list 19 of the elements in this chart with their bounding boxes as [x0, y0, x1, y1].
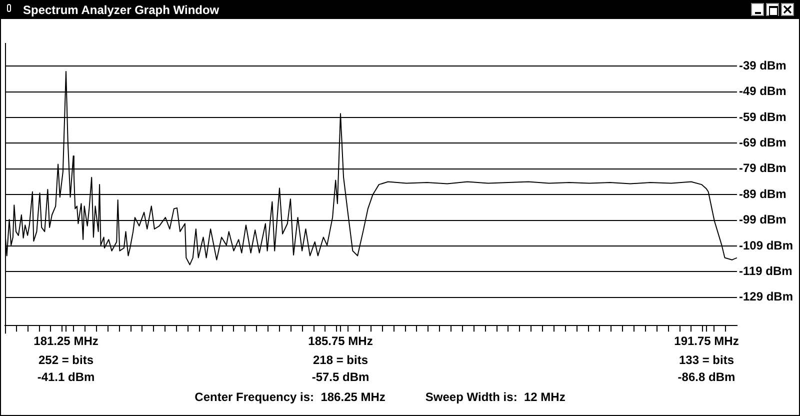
y-tick-label: -99 dBm [738, 212, 786, 227]
x-tick-label: 185.75 MHz [308, 334, 373, 348]
y-tick-label: -69 dBm [738, 136, 786, 150]
y-tick-label: -129 dBm [738, 290, 794, 304]
y-tick-label: -59 dBm [738, 110, 786, 124]
x-tick-label: 191.75 MHz [674, 334, 739, 348]
text: Sweep Width is: 12 MHz [425, 390, 566, 404]
chart-title: Spectrum Analyzer Graph Window [23, 2, 220, 19]
x-tick-label: 181.25 MHz [34, 334, 98, 348]
text: 252 = bits -41.1 dBm [37, 352, 95, 384]
y-tick-label: -89 dBm [738, 186, 786, 201]
y-tick-label: -119 dBm [738, 264, 792, 278]
text: 133 = bits -86.8 dBm [678, 352, 736, 384]
y-tick-label: -109 dBm [738, 238, 794, 252]
y-tick-label: -49 dBm [738, 84, 786, 98]
text: Center Frequency is: 186.25 MHz [194, 390, 386, 404]
text: 218 = bits -57.5 dBm [312, 352, 370, 384]
y-tick-label: -79 dBm [738, 161, 786, 176]
y-tick-label: -39 dBm [738, 58, 786, 72]
